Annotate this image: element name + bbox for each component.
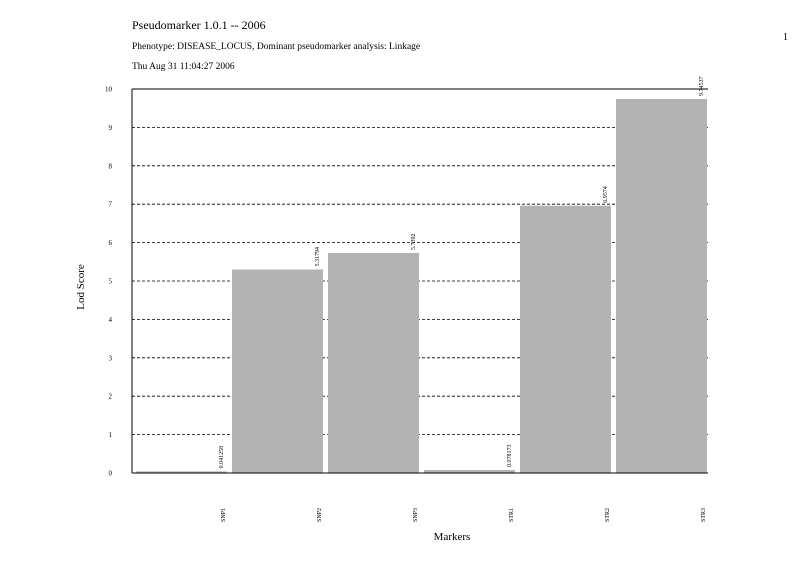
label-layer: 0.041258 SNP1 5.31794 SNP2 5.7392 SNP3 0.07817… (219, 76, 707, 522)
bar (328, 252, 419, 473)
report-subtitle: Phenotype: DISEASE_LOCUS, Dominant pseud… (132, 42, 421, 52)
bar-layer (136, 98, 707, 473)
bar (136, 471, 227, 473)
y-tick-label: 4 (109, 316, 113, 324)
y-tick-label: 3 (109, 354, 113, 362)
bar (232, 269, 323, 473)
bar-value-label: 5.31794 (315, 247, 321, 267)
x-tick-label: SNP1 (221, 508, 227, 522)
bar-value-label: 0.078173 (507, 445, 513, 468)
y-tick-label: 7 (109, 201, 113, 209)
axis-layer: 0 1 2 3 4 5 6 7 8 9 10 (105, 86, 708, 478)
bar (616, 98, 707, 473)
bar (424, 470, 515, 473)
x-axis-label: Markers (434, 531, 471, 543)
report-timestamp: Thu Aug 31 11:04:27 2006 (132, 62, 235, 72)
page-number: 1 (783, 32, 788, 43)
bar-value-label: 0.041258 (219, 446, 225, 469)
y-tick-label: 8 (109, 162, 113, 170)
y-tick-label: 9 (109, 124, 113, 132)
y-tick-label: 0 (109, 470, 113, 478)
x-tick-label: SNP3 (413, 508, 419, 522)
y-tick-label: 6 (109, 239, 113, 247)
y-tick-label: 5 (109, 278, 113, 286)
x-tick-label: SNP2 (317, 508, 323, 522)
x-tick-label: STR1 (509, 508, 515, 522)
bar-value-label: 5.7392 (411, 233, 417, 250)
bar (520, 205, 611, 473)
bar-value-label: 6.9574 (603, 186, 609, 203)
x-tick-label: STR2 (605, 508, 611, 522)
y-tick-label: 10 (105, 86, 113, 94)
x-tick-label: STR3 (701, 508, 707, 522)
report-title: Pseudomarker 1.0.1 -- 2006 (132, 18, 266, 32)
bar-value-label: 9.74537 (699, 76, 705, 96)
y-axis-label: Lod Score (75, 264, 87, 310)
y-tick-label: 2 (109, 393, 113, 401)
y-tick-label: 1 (109, 431, 113, 439)
